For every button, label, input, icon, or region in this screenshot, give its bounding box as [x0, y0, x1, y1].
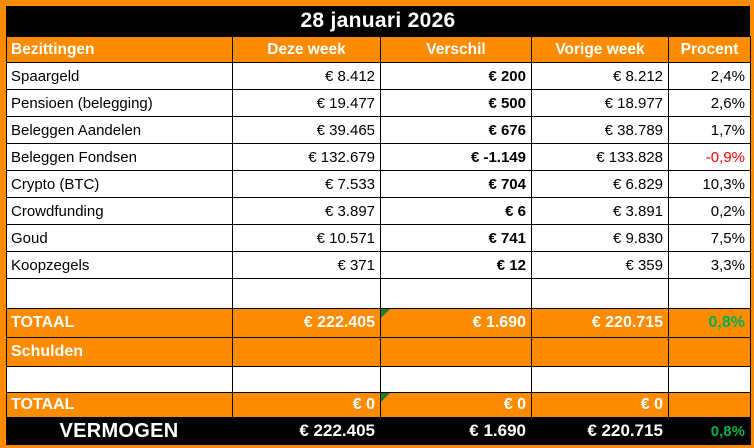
table-row: Beleggen Fondsen € 132.679 € -1.149 € 13… — [6, 143, 751, 171]
column-header-vorige-week[interactable]: Vorige week — [531, 36, 669, 63]
deze-week-cell[interactable]: € 0 — [232, 392, 381, 418]
verschil-cell[interactable]: € -1.149 — [380, 143, 532, 171]
vorige-week-cell[interactable]: € 38.789 — [531, 116, 669, 144]
procent-cell[interactable]: 3,3% — [668, 251, 751, 279]
procent-cell[interactable]: 2,6% — [668, 89, 751, 117]
empty-row — [6, 278, 751, 309]
asset-label-cell[interactable]: Spaargeld — [6, 62, 233, 90]
table-row: Goud € 10.571 € 741 € 9.830 7,5% — [6, 224, 751, 252]
empty-cell[interactable] — [668, 278, 751, 309]
deze-week-cell[interactable]: € 222.405 — [232, 417, 381, 445]
verschil-cell[interactable]: € 704 — [380, 170, 532, 198]
schulden-header-cell[interactable]: Schulden — [6, 337, 233, 367]
vorige-week-cell[interactable]: € 0 — [531, 392, 669, 418]
empty-cell[interactable] — [531, 366, 669, 393]
vorige-week-cell[interactable]: € 3.891 — [531, 197, 669, 225]
empty-cell[interactable] — [380, 337, 532, 367]
deze-week-cell[interactable]: € 10.571 — [232, 224, 381, 252]
table-row: Spaargeld € 8.412 € 200 € 8.212 2,4% — [6, 62, 751, 90]
verschil-cell[interactable]: € 676 — [380, 116, 532, 144]
deze-week-cell[interactable]: € 222.405 — [232, 308, 381, 338]
verschil-cell[interactable]: € 0 — [380, 392, 532, 418]
procent-cell[interactable]: 7,5% — [668, 224, 751, 252]
table-row: Crowdfunding € 3.897 € 6 € 3.891 0,2% — [6, 197, 751, 225]
vorige-week-cell[interactable]: € 133.828 — [531, 143, 669, 171]
empty-cell[interactable] — [6, 278, 233, 309]
header-row: Bezittingen Deze week Verschil Vorige we… — [6, 36, 751, 63]
vorige-week-cell[interactable]: € 18.977 — [531, 89, 669, 117]
procent-cell[interactable]: 1,7% — [668, 116, 751, 144]
asset-label-cell[interactable]: Beleggen Fondsen — [6, 143, 233, 171]
error-indicator-triangle-icon — [381, 309, 390, 318]
vorige-week-cell[interactable]: € 220.715 — [531, 417, 669, 445]
procent-cell[interactable]: 2,4% — [668, 62, 751, 90]
deze-week-cell[interactable]: € 371 — [232, 251, 381, 279]
table-row: Koopzegels € 371 € 12 € 359 3,3% — [6, 251, 751, 279]
verschil-cell[interactable]: € 6 — [380, 197, 532, 225]
vorige-week-cell[interactable]: € 359 — [531, 251, 669, 279]
empty-cell[interactable] — [232, 278, 381, 309]
asset-label-cell[interactable]: Pensioen (belegging) — [6, 89, 233, 117]
empty-row — [6, 366, 751, 393]
verschil-cell[interactable]: € 1.690 — [380, 417, 532, 445]
totaal-schulden-row: TOTAAL € 0 € 0 € 0 — [6, 392, 751, 418]
verschil-value: € 0 — [503, 396, 526, 413]
deze-week-cell[interactable]: € 8.412 — [232, 62, 381, 90]
date-title-cell[interactable]: 28 januari 2026 — [6, 6, 750, 36]
error-indicator-triangle-icon — [381, 393, 390, 402]
vorige-week-cell[interactable]: € 220.715 — [531, 308, 669, 338]
empty-cell[interactable] — [668, 366, 751, 393]
deze-week-cell[interactable]: € 19.477 — [232, 89, 381, 117]
vermogen-row: VERMOGEN € 222.405 € 1.690 € 220.715 0,8… — [6, 417, 751, 445]
deze-week-cell[interactable]: € 7.533 — [232, 170, 381, 198]
procent-cell[interactable]: 10,3% — [668, 170, 751, 198]
column-header-procent[interactable]: Procent — [668, 36, 751, 63]
verschil-cell[interactable]: € 1.690 — [380, 308, 532, 338]
empty-cell[interactable] — [531, 337, 669, 367]
asset-label-cell[interactable]: Beleggen Aandelen — [6, 116, 233, 144]
table-row: Pensioen (belegging) € 19.477 € 500 € 18… — [6, 89, 751, 117]
deze-week-cell[interactable]: € 3.897 — [232, 197, 381, 225]
empty-cell[interactable] — [380, 366, 532, 393]
empty-cell[interactable] — [232, 337, 381, 367]
procent-cell[interactable]: 0,8% — [668, 417, 751, 445]
procent-cell[interactable] — [668, 392, 751, 418]
empty-cell[interactable] — [668, 337, 751, 367]
procent-cell[interactable]: 0,2% — [668, 197, 751, 225]
empty-cell[interactable] — [6, 366, 233, 393]
deze-week-cell[interactable]: € 39.465 — [232, 116, 381, 144]
vermogen-label-cell[interactable]: VERMOGEN — [6, 417, 233, 445]
asset-label-cell[interactable]: Crowdfunding — [6, 197, 233, 225]
procent-cell[interactable]: 0,8% — [668, 308, 751, 338]
procent-cell[interactable]: -0,9% — [668, 143, 751, 171]
totaal-label-cell[interactable]: TOTAAL — [6, 308, 233, 338]
verschil-cell[interactable]: € 741 — [380, 224, 532, 252]
column-header-verschil[interactable]: Verschil — [380, 36, 532, 63]
table-row: Beleggen Aandelen € 39.465 € 676 € 38.78… — [6, 116, 751, 144]
asset-label-cell[interactable]: Koopzegels — [6, 251, 233, 279]
vorige-week-cell[interactable]: € 8.212 — [531, 62, 669, 90]
vorige-week-cell[interactable]: € 9.830 — [531, 224, 669, 252]
vorige-week-cell[interactable]: € 6.829 — [531, 170, 669, 198]
verschil-cell[interactable]: € 500 — [380, 89, 532, 117]
table-row: Crypto (BTC) € 7.533 € 704 € 6.829 10,3% — [6, 170, 751, 198]
deze-week-cell[interactable]: € 132.679 — [232, 143, 381, 171]
verschil-cell[interactable]: € 200 — [380, 62, 532, 90]
empty-cell[interactable] — [531, 278, 669, 309]
asset-label-cell[interactable]: Goud — [6, 224, 233, 252]
column-header-bezittingen[interactable]: Bezittingen — [6, 36, 233, 63]
empty-cell[interactable] — [232, 366, 381, 393]
column-header-deze-week[interactable]: Deze week — [232, 36, 381, 63]
verschil-cell[interactable]: € 12 — [380, 251, 532, 279]
asset-label-cell[interactable]: Crypto (BTC) — [6, 170, 233, 198]
empty-cell[interactable] — [380, 278, 532, 309]
totaal-label-cell[interactable]: TOTAAL — [6, 392, 233, 418]
networth-table: Bezittingen Deze week Verschil Vorige we… — [6, 36, 751, 445]
schulden-section-row: Schulden — [6, 337, 751, 367]
verschil-value: € 1.690 — [472, 314, 526, 331]
totaal-bezittingen-row: TOTAAL € 222.405 € 1.690 € 220.715 0,8% — [6, 308, 751, 338]
